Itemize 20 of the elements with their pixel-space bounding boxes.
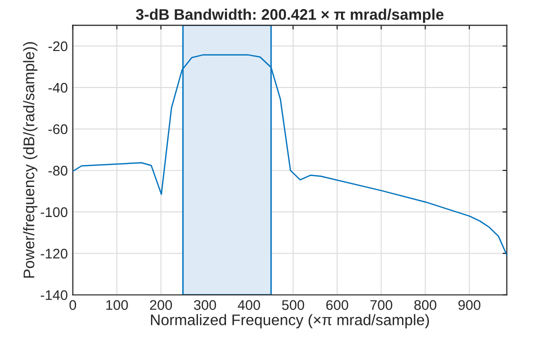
y-tick-label: -40 bbox=[48, 82, 68, 93]
chart-title: 3-dB Bandwidth: 200.421 × π mrad/sample bbox=[136, 8, 444, 23]
y-tick-label: -140 bbox=[40, 290, 68, 300]
y-tick-label: -120 bbox=[40, 248, 68, 259]
x-tick-label: 900 bbox=[458, 300, 480, 310]
x-tick-label: 800 bbox=[414, 300, 436, 310]
x-tick-label: 300 bbox=[194, 300, 216, 310]
y-axis-title: Power/frequency (dB/(rad/sample)) bbox=[23, 42, 38, 278]
x-axis-title: Normalized Frequency (×π mrad/sample) bbox=[151, 314, 429, 328]
y-tick-label: -80 bbox=[48, 166, 68, 176]
x-tick-label: 400 bbox=[238, 300, 260, 310]
x-tick-label: 0 bbox=[69, 300, 76, 310]
x-tick-label: 200 bbox=[150, 300, 172, 310]
x-tick-label: 600 bbox=[326, 300, 348, 310]
x-tick-label: 500 bbox=[282, 300, 304, 310]
y-tick-label: -20 bbox=[48, 41, 68, 52]
x-tick-label: 700 bbox=[370, 300, 392, 310]
x-tick-label: 100 bbox=[106, 300, 128, 310]
y-tick-label: -100 bbox=[40, 207, 68, 218]
y-tick-label: -60 bbox=[48, 124, 68, 134]
